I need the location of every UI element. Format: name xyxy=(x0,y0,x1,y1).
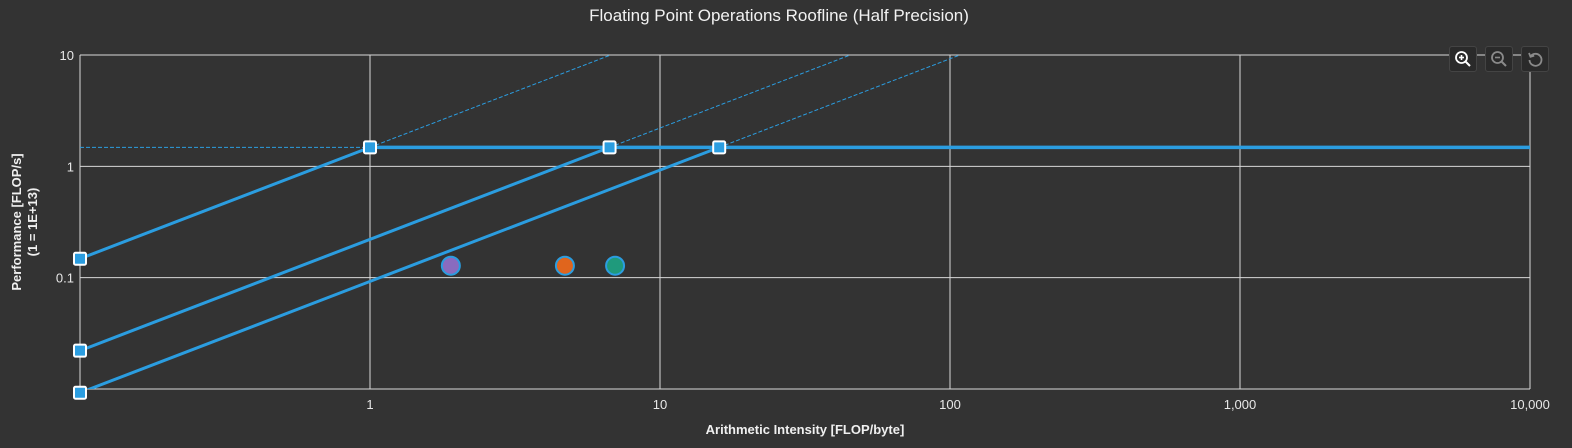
bandwidth-roof-line xyxy=(80,145,371,261)
bandwidth-dashed-extension xyxy=(609,55,851,148)
bandwidth-roof-line xyxy=(80,145,611,353)
x-tick-label: 1 xyxy=(366,397,373,412)
reset-zoom-button[interactable] xyxy=(1521,46,1549,72)
zoom-in-icon xyxy=(1455,51,1471,67)
zoom-out-icon xyxy=(1491,51,1507,67)
zoom-in-button[interactable] xyxy=(1449,46,1477,72)
kernel-data-point[interactable] xyxy=(605,255,626,276)
chart-title: Floating Point Operations Roofline (Half… xyxy=(589,6,969,25)
roofline-marker[interactable] xyxy=(363,140,377,155)
y-tick-label: 1 xyxy=(67,159,74,174)
x-tick-label: 1,000 xyxy=(1224,397,1257,412)
roofline-marker[interactable] xyxy=(73,385,87,400)
y-tick-label: 10 xyxy=(60,48,74,63)
roofline-marker[interactable] xyxy=(73,251,87,266)
roofline-marker[interactable] xyxy=(602,140,617,155)
chart-toolbar xyxy=(1449,46,1549,72)
x-tick-label: 10,000 xyxy=(1510,397,1550,412)
bandwidth-roof-line xyxy=(85,145,720,389)
kernel-data-point[interactable] xyxy=(440,255,461,276)
roofline-marker[interactable] xyxy=(712,140,727,155)
x-axis-label: Arithmetic Intensity [FLOP/byte] xyxy=(705,422,905,437)
y-tick-label: 0.1 xyxy=(56,271,74,286)
bandwidth-dashed-extension xyxy=(369,55,611,148)
x-tick-label: 10 xyxy=(653,397,667,412)
roofline-marker[interactable] xyxy=(73,343,87,358)
kernel-data-point[interactable] xyxy=(554,255,575,276)
plot-area xyxy=(80,55,1530,389)
zoom-out-button[interactable] xyxy=(1485,46,1513,72)
reset-icon xyxy=(1528,52,1543,67)
bandwidth-dashed-extension xyxy=(719,55,960,148)
x-tick-label: 100 xyxy=(939,397,961,412)
